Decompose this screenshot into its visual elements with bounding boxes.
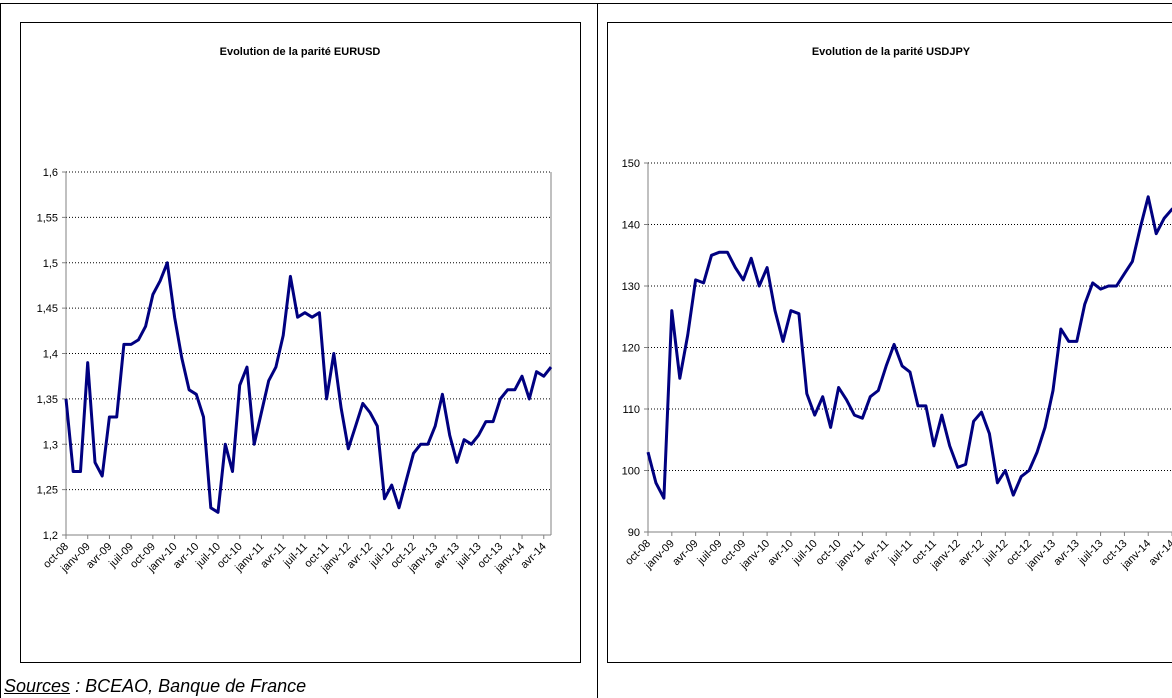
y-tick-label: 1,25 xyxy=(37,485,58,497)
y-tick-label: 150 xyxy=(622,158,640,170)
x-tick-label: avr-11 xyxy=(258,541,288,571)
x-tick-label: juil-09 xyxy=(695,538,725,568)
chart-frame xyxy=(607,22,1172,663)
y-tick-label: 1,55 xyxy=(37,212,58,224)
table-border xyxy=(0,3,1172,698)
y-tick-label: 110 xyxy=(622,404,640,416)
x-tick-label: avr-13 xyxy=(1051,538,1082,569)
y-tick-label: 1,45 xyxy=(37,303,58,315)
line-series xyxy=(646,195,1172,500)
x-tick-label: juil-11 xyxy=(886,538,915,567)
chart-title: Evolution de la parité USDJPY xyxy=(812,46,971,58)
y-tick-label: 140 xyxy=(622,220,640,232)
x-tick-label: juil-13 xyxy=(1076,538,1106,568)
source-note: Sources : BCEAO, Banque de France xyxy=(4,676,306,697)
x-tick-label: juil-12 xyxy=(980,538,1010,568)
y-tick-label: 130 xyxy=(622,281,640,293)
line-series xyxy=(64,261,553,514)
source-text: : BCEAO, Banque de France xyxy=(75,676,307,696)
y-tick-label: 1,6 xyxy=(43,167,58,179)
y-tick-label: 1,35 xyxy=(37,394,58,406)
y-tick-label: 90 xyxy=(628,527,640,539)
y-tick-label: 1,5 xyxy=(43,258,58,270)
x-tick-label: avr-10 xyxy=(766,538,797,569)
y-tick-label: 100 xyxy=(622,466,640,478)
y-tick-label: 1,4 xyxy=(43,349,58,361)
x-tick-label: avr-09 xyxy=(670,538,701,569)
x-tick-label: juil-10 xyxy=(790,538,820,568)
x-tick-label: avr-11 xyxy=(861,538,891,568)
chart-frame xyxy=(20,22,581,663)
y-tick-label: 120 xyxy=(622,343,640,355)
y-tick-label: 1,3 xyxy=(43,439,58,451)
x-tick-label: avr-12 xyxy=(956,538,987,569)
x-tick-label: avr-14 xyxy=(1147,538,1172,569)
y-tick-label: 1,2 xyxy=(43,530,58,542)
source-label: Sources xyxy=(4,676,71,696)
chart-title: Evolution de la parité EURUSD xyxy=(220,46,381,58)
